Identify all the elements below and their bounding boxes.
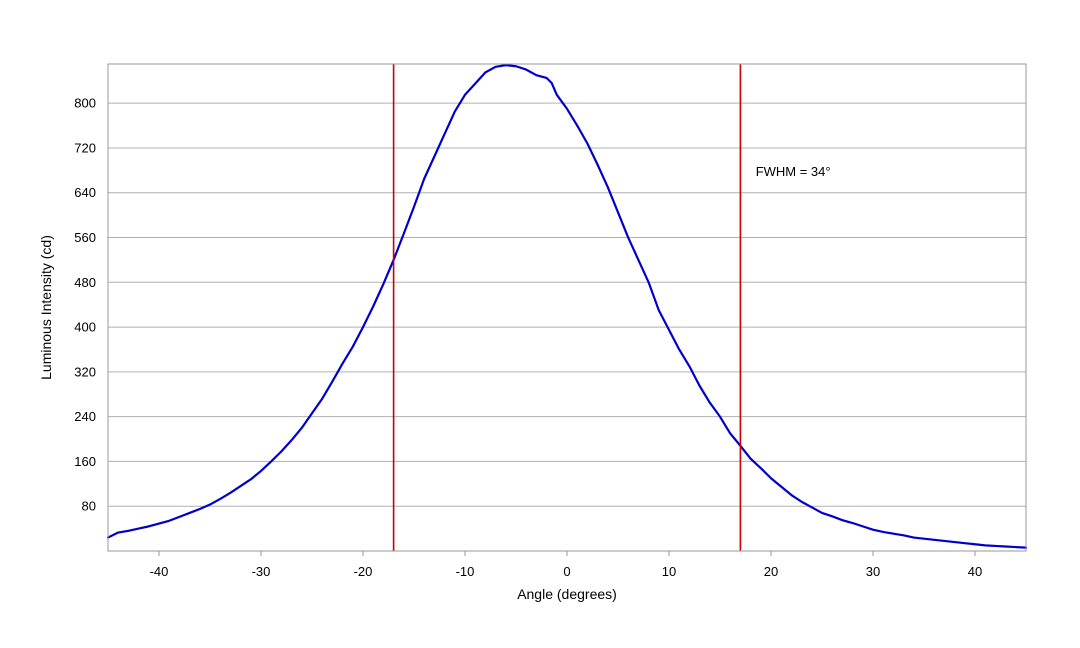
x-tick-label: -10 — [456, 564, 475, 579]
y-tick-label: 800 — [74, 96, 96, 111]
x-tick-label: 20 — [764, 564, 778, 579]
x-tick-label: 0 — [563, 564, 570, 579]
y-tick-label: 80 — [82, 499, 96, 514]
x-axis-label: Angle (degrees) — [517, 586, 617, 602]
x-tick-label: 40 — [968, 564, 982, 579]
reference-lines — [392, 64, 742, 551]
plot-area — [108, 64, 1026, 551]
gridlines — [108, 102, 1026, 507]
y-tick-label: 640 — [74, 185, 96, 200]
series-line-0 — [106, 64, 1028, 549]
fwhm-annotation: FWHM = 34° — [756, 164, 831, 179]
x-tick-label: -40 — [150, 564, 169, 579]
annotations: FWHM = 34° — [756, 164, 831, 179]
y-tick-label: 480 — [74, 275, 96, 290]
y-tick-label: 400 — [74, 320, 96, 335]
series-layer — [106, 64, 1028, 549]
x-tick-label: -30 — [252, 564, 271, 579]
y-tick-label: 240 — [74, 409, 96, 424]
x-tick-label: -20 — [354, 564, 373, 579]
x-tick-label: 10 — [662, 564, 676, 579]
y-tick-label: 720 — [74, 140, 96, 155]
y-tick-label: 160 — [74, 454, 96, 469]
y-axis-label: Luminous Intensity (cd) — [38, 235, 54, 380]
x-tick-label: 30 — [866, 564, 880, 579]
plot-frame — [107, 63, 1027, 552]
y-tick-label: 560 — [74, 230, 96, 245]
y-tick-label: 320 — [74, 364, 96, 379]
